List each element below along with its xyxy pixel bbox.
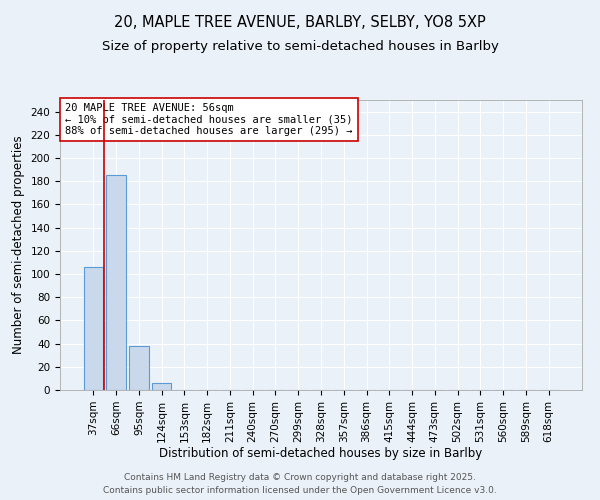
X-axis label: Distribution of semi-detached houses by size in Barlby: Distribution of semi-detached houses by … [160, 448, 482, 460]
Text: Contains HM Land Registry data © Crown copyright and database right 2025.
Contai: Contains HM Land Registry data © Crown c… [103, 474, 497, 495]
Text: 20, MAPLE TREE AVENUE, BARLBY, SELBY, YO8 5XP: 20, MAPLE TREE AVENUE, BARLBY, SELBY, YO… [114, 15, 486, 30]
Bar [129, 346, 149, 390]
Bar [106, 176, 126, 390]
Y-axis label: Number of semi-detached properties: Number of semi-detached properties [12, 136, 25, 354]
Bar [152, 383, 172, 390]
Text: Size of property relative to semi-detached houses in Barlby: Size of property relative to semi-detach… [101, 40, 499, 53]
Bar [84, 267, 103, 390]
Text: 20 MAPLE TREE AVENUE: 56sqm
← 10% of semi-detached houses are smaller (35)
88% o: 20 MAPLE TREE AVENUE: 56sqm ← 10% of sem… [65, 103, 353, 136]
